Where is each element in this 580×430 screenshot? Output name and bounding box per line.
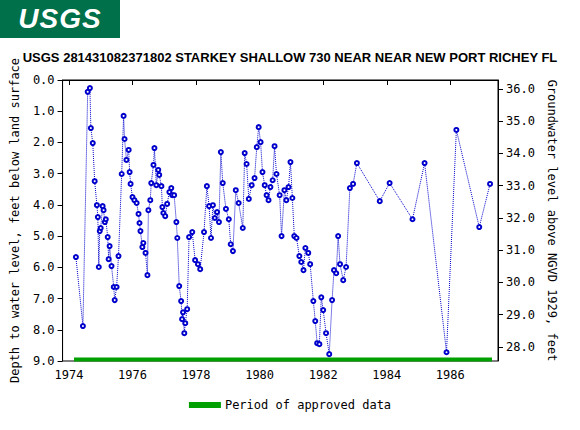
svg-text:Period of approved data: Period of approved data xyxy=(225,398,391,412)
svg-text:1982: 1982 xyxy=(309,368,338,382)
svg-text:8.0: 8.0 xyxy=(33,323,55,337)
svg-text:1976: 1976 xyxy=(118,368,147,382)
svg-text:1984: 1984 xyxy=(372,368,401,382)
svg-text:28.0: 28.0 xyxy=(506,340,535,354)
svg-text:1986: 1986 xyxy=(436,368,465,382)
svg-text:34.0: 34.0 xyxy=(506,146,535,160)
svg-text:9.0: 9.0 xyxy=(33,354,55,368)
svg-text:1980: 1980 xyxy=(245,368,274,382)
svg-text:2.0: 2.0 xyxy=(33,135,55,149)
svg-text:30.0: 30.0 xyxy=(506,275,535,289)
svg-text:0.0: 0.0 xyxy=(33,73,55,87)
svg-text:6.0: 6.0 xyxy=(33,260,55,274)
svg-text:29.0: 29.0 xyxy=(506,308,535,322)
svg-text:31.0: 31.0 xyxy=(506,243,535,257)
svg-text:1.0: 1.0 xyxy=(33,104,55,118)
svg-text:3.0: 3.0 xyxy=(33,167,55,181)
svg-text:Groundwater level above NGVD 1: Groundwater level above NGVD 1929, feet xyxy=(545,80,559,362)
svg-text:4.0: 4.0 xyxy=(33,198,55,212)
svg-text:1974: 1974 xyxy=(54,368,83,382)
svg-text:33.0: 33.0 xyxy=(506,179,535,193)
svg-text:USGS 281431082371802 STARKEY S: USGS 281431082371802 STARKEY SHALLOW 730… xyxy=(23,50,558,65)
svg-text:5.0: 5.0 xyxy=(33,229,55,243)
svg-text:32.0: 32.0 xyxy=(506,211,535,225)
svg-text:36.0: 36.0 xyxy=(506,82,535,96)
svg-text:Depth to water level, feet bel: Depth to water level, feet below land su… xyxy=(8,58,22,383)
svg-text:1978: 1978 xyxy=(182,368,211,382)
svg-text:35.0: 35.0 xyxy=(506,114,535,128)
svg-text:7.0: 7.0 xyxy=(33,292,55,306)
html-text:USGS: USGS xyxy=(18,3,102,34)
